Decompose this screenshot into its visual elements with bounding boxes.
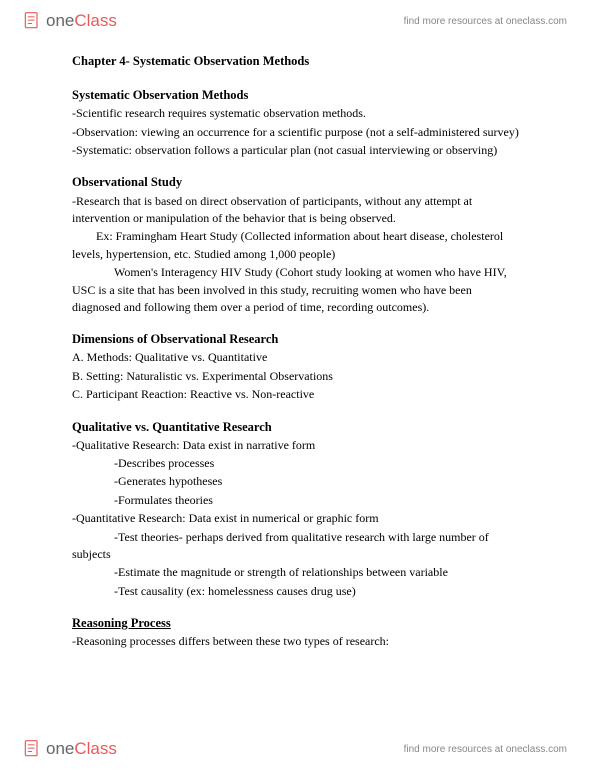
body-text: -Test theories- perhaps derived from qua… [72, 529, 523, 564]
page-footer: oneClass find more resources at oneclass… [0, 730, 595, 770]
logo-text-one: one [46, 11, 74, 31]
footer-tagline: find more resources at oneclass.com [404, 744, 567, 755]
doc-icon [22, 11, 42, 31]
body-text: B. Setting: Naturalistic vs. Experimenta… [72, 368, 523, 385]
section-heading: Systematic Observation Methods [72, 86, 523, 104]
header-tagline: find more resources at oneclass.com [404, 16, 567, 27]
document-body: Chapter 4- Systematic Observation Method… [0, 40, 595, 651]
example-text: Women's Interagency HIV Study (Cohort st… [72, 265, 507, 314]
body-text: C. Participant Reaction: Reactive vs. No… [72, 386, 523, 403]
section-heading: Observational Study [72, 173, 523, 191]
page-header: oneClass find more resources at oneclass… [0, 0, 595, 40]
section-heading: Reasoning Process [72, 614, 523, 632]
body-text: -Formulates theories [72, 492, 523, 509]
logo-text-class: Class [74, 11, 117, 31]
body-text: -Estimate the magnitude or strength of r… [72, 564, 523, 581]
body-text: -Systematic: observation follows a parti… [72, 142, 523, 159]
chapter-title: Chapter 4- Systematic Observation Method… [72, 52, 523, 70]
body-text: -Generates hypotheses [72, 473, 523, 490]
logo-text-class: Class [74, 739, 117, 759]
brand-logo: oneClass [22, 11, 117, 31]
body-text: -Describes processes [72, 455, 523, 472]
body-text: -Quantitative Research: Data exist in nu… [72, 510, 523, 527]
body-text: -Research that is based on direct observ… [72, 193, 523, 228]
body-text: -Reasoning processes differs between the… [72, 633, 523, 650]
logo-text-one: one [46, 739, 74, 759]
brand-logo: oneClass [22, 739, 117, 759]
body-text: -Observation: viewing an occurrence for … [72, 124, 523, 141]
doc-icon [22, 739, 42, 759]
body-text: Ex: Framingham Heart Study (Collected in… [72, 228, 523, 263]
body-text: -Test causality (ex: homelessness causes… [72, 583, 523, 600]
example-text: Ex: Framingham Heart Study (Collected in… [72, 229, 503, 260]
body-text: -Scientific research requires systematic… [72, 105, 523, 122]
body-text: Women's Interagency HIV Study (Cohort st… [72, 264, 523, 316]
body-text: A. Methods: Qualitative vs. Quantitative [72, 349, 523, 366]
body-text: -Qualitative Research: Data exist in nar… [72, 437, 523, 454]
sub-text: -Test theories- perhaps derived from qua… [72, 530, 489, 561]
section-heading: Qualitative vs. Quantitative Research [72, 418, 523, 436]
section-heading: Dimensions of Observational Research [72, 330, 523, 348]
